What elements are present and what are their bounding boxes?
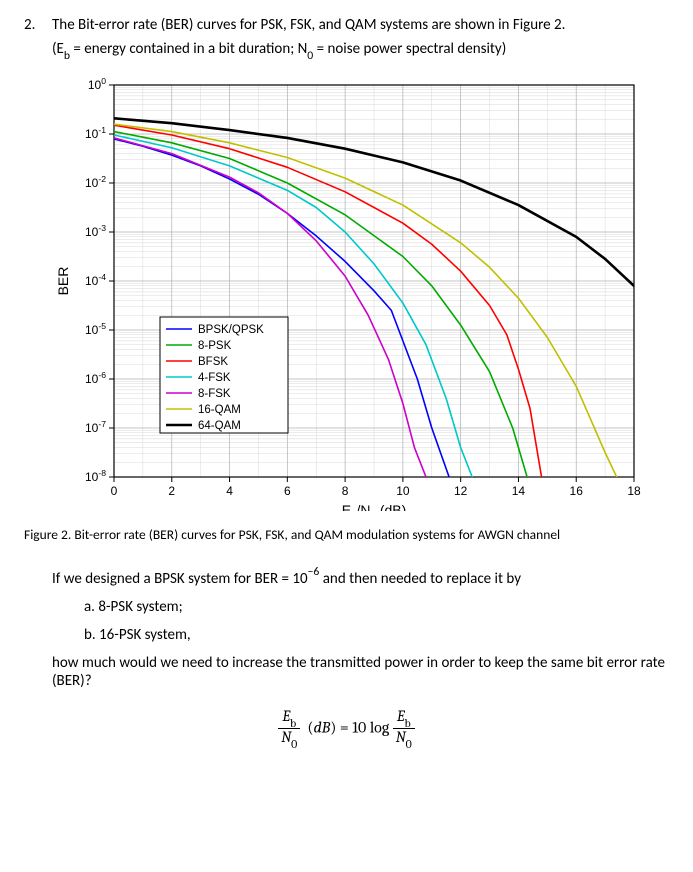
ber-chart: 0 2 4 6 8 10 12 14 16 18 10-8 10-7 10-6 10-5 10-4 10-3 1… [52,71,652,511]
svg-text:10-5: 10-5 [85,321,106,337]
svg-text:10-6: 10-6 [85,370,106,386]
svg-text:100: 100 [88,76,106,92]
prompt-tail: how much would we need to increase the t… [52,654,669,690]
figure-caption: Figure 2. Bit-error rate (BER) curves fo… [24,526,669,543]
svg-text:BPSK/QPSK: BPSK/QPSK [198,324,264,336]
prompt-option-b: b. 16-PSK system, [84,626,669,644]
svg-text:4: 4 [226,484,233,498]
svg-text:64-QAM: 64-QAM [198,420,241,432]
svg-text:10-3: 10-3 [85,223,106,239]
formula: EbN0 (dB) = 10 log EbN0 [24,708,669,749]
svg-text:10-2: 10-2 [85,174,106,190]
prompt-option-a: a. 8-PSK system; [84,598,669,616]
svg-text:0: 0 [111,484,118,498]
question-subtext: (Eb = energy contained in a bit duration… [52,40,669,61]
svg-text:10-4: 10-4 [85,272,106,288]
svg-text:10-8: 10-8 [85,468,106,484]
svg-text:12: 12 [454,484,468,498]
svg-text:6: 6 [284,484,291,498]
svg-text:Eb/N0 (dB): Eb/N0 (dB) [342,502,407,511]
svg-text:8-FSK: 8-FSK [198,388,231,400]
svg-text:4-FSK: 4-FSK [198,372,231,384]
svg-text:BER: BER [55,267,71,296]
question-number: 2. [24,16,52,34]
svg-text:8: 8 [342,484,349,498]
svg-text:8-PSK: 8-PSK [198,340,232,352]
svg-text:10-1: 10-1 [85,125,106,141]
question-text: The Bit-error rate (BER) curves for PSK,… [52,16,565,34]
svg-text:10-7: 10-7 [85,419,106,435]
prompt-lead: If we designed a BPSK system for BER = 1… [52,567,669,588]
svg-text:10: 10 [396,484,410,498]
svg-text:2: 2 [168,484,175,498]
svg-text:14: 14 [512,484,526,498]
svg-text:16: 16 [570,484,584,498]
svg-text:16-QAM: 16-QAM [198,404,241,416]
svg-text:BFSK: BFSK [198,356,228,368]
svg-text:18: 18 [627,484,641,498]
